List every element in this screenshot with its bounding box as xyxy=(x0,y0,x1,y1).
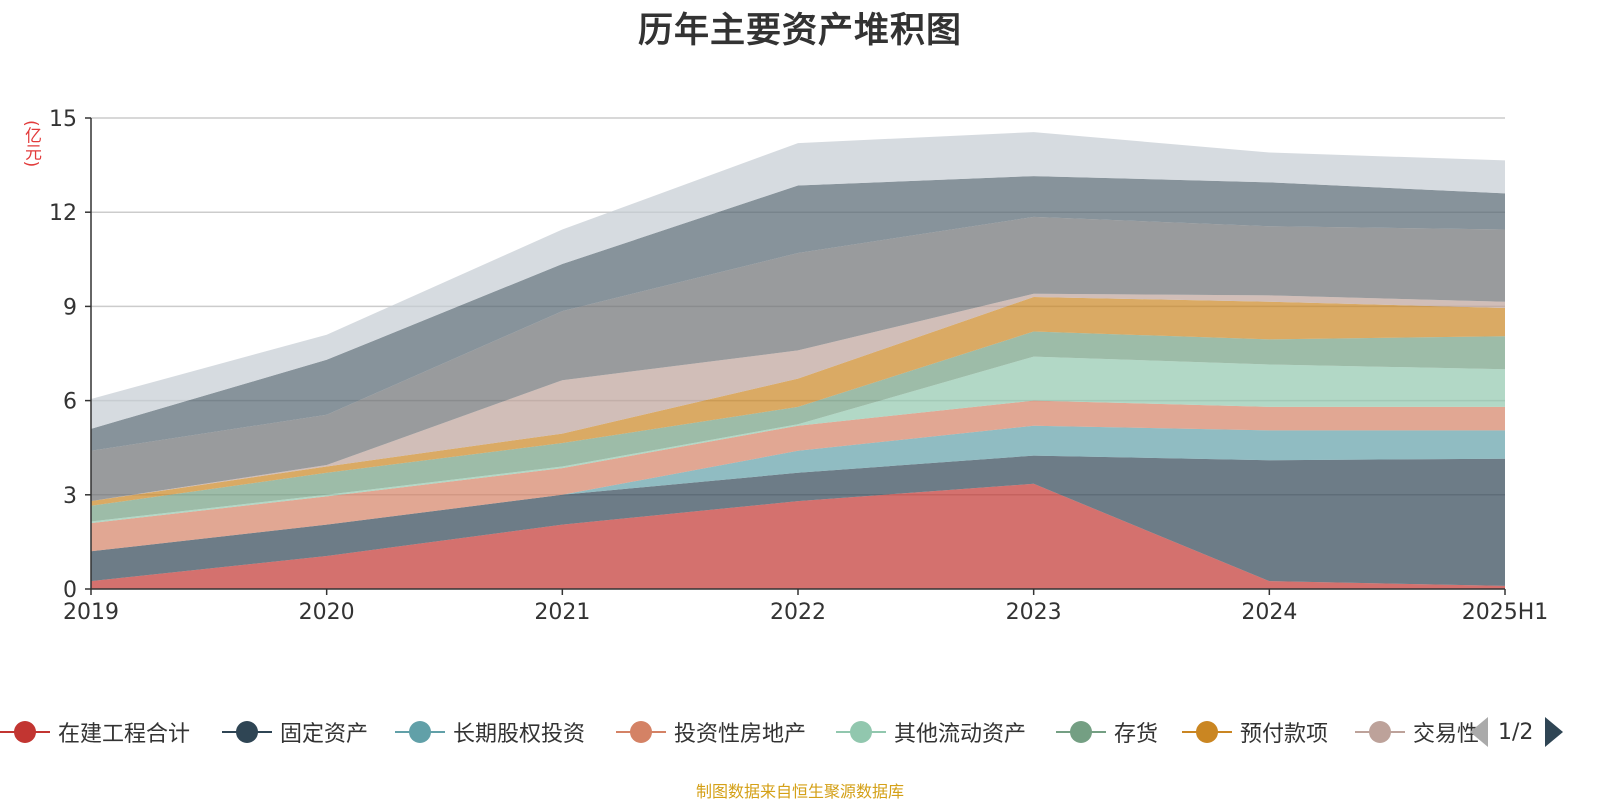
legend-item-label: 在建工程合计 xyxy=(58,722,191,747)
area-series xyxy=(91,293,1505,502)
x-tick-label: 2022 xyxy=(770,600,826,625)
area-series xyxy=(91,132,1505,429)
legend-item[interactable]: 其他流动资产 xyxy=(836,712,1026,752)
legend-item[interactable]: 在建工程合计 xyxy=(0,712,190,752)
y-tick-label: 9 xyxy=(63,295,77,320)
legend-item-label: 其他流动资产 xyxy=(894,722,1027,747)
legend-item-label: 固定资产 xyxy=(280,722,369,747)
y-axis-unit-label: (亿元) xyxy=(21,120,41,168)
legend-symbol-icon xyxy=(395,720,445,744)
chart-title: 历年主要资产堆积图 xyxy=(637,11,962,51)
area-series xyxy=(91,216,1505,502)
y-tick-label: 12 xyxy=(49,201,77,226)
legend-item-label: 存货 xyxy=(1114,722,1159,747)
legend-item[interactable]: 预付款项 xyxy=(1182,712,1328,752)
y-tick-label: 0 xyxy=(63,578,77,603)
legend-prev-page-icon[interactable] xyxy=(1470,717,1488,747)
x-tick-label: 2020 xyxy=(299,600,355,625)
x-tick-label: 2019 xyxy=(63,600,119,625)
legend-symbol-icon xyxy=(1182,720,1232,744)
legend-symbol-icon xyxy=(1056,720,1106,744)
legend-item-label: 投资性房地产 xyxy=(674,722,807,747)
legend-next-page-icon[interactable] xyxy=(1545,717,1564,747)
legend-symbol-icon xyxy=(1355,720,1405,744)
legend-symbol-icon xyxy=(0,720,50,744)
area-series xyxy=(91,331,1505,522)
legend-symbol-icon xyxy=(836,720,886,744)
legend-pager: 1/2 xyxy=(1470,712,1564,752)
area-series xyxy=(91,176,1505,451)
legend-item[interactable]: 交易性金融资产 xyxy=(1355,712,1480,752)
y-tick-label: 6 xyxy=(63,390,77,415)
legend-symbol-icon xyxy=(616,720,666,744)
legend-item-label: 长期股权投资 xyxy=(453,722,586,747)
area-series xyxy=(91,455,1505,586)
legend-item[interactable]: 固定资产 xyxy=(222,712,368,752)
legend-item[interactable]: 长期股权投资 xyxy=(395,712,585,752)
legend: 在建工程合计 固定资产 长期股权投资 投资性房地产 其他流动资产 存货 预付款项 交易性金融资… xyxy=(0,712,1480,752)
legend-page-indicator: 1/2 xyxy=(1498,719,1534,745)
area-series xyxy=(91,425,1505,552)
y-tick-label: 15 xyxy=(49,107,77,132)
legend-symbol-icon xyxy=(222,720,272,744)
area-series xyxy=(91,400,1505,552)
area-series-layer xyxy=(91,132,1505,589)
x-tick-label: 2021 xyxy=(534,600,590,625)
legend-item[interactable]: 存货 xyxy=(1056,712,1158,752)
x-tick-label: 2023 xyxy=(1006,600,1062,625)
x-tick-label: 2025H1 xyxy=(1462,600,1549,625)
legend-item[interactable]: 投资性房地产 xyxy=(616,712,806,752)
data-source-note: 制图数据来自恒生聚源数据库 xyxy=(695,782,904,801)
area-series xyxy=(91,297,1505,506)
x-tick-label: 2024 xyxy=(1241,600,1297,625)
area-series xyxy=(91,356,1505,524)
axes: 0 3 6 9 12 15 2019 2020 2021 2022 2023 2024 2025H1 xyxy=(49,107,1548,625)
area-series xyxy=(91,483,1505,589)
legend-item-label: 交易性金融资产 xyxy=(1413,722,1480,747)
y-tick-label: 3 xyxy=(63,484,77,509)
legend-item-label: 预付款项 xyxy=(1240,722,1329,747)
